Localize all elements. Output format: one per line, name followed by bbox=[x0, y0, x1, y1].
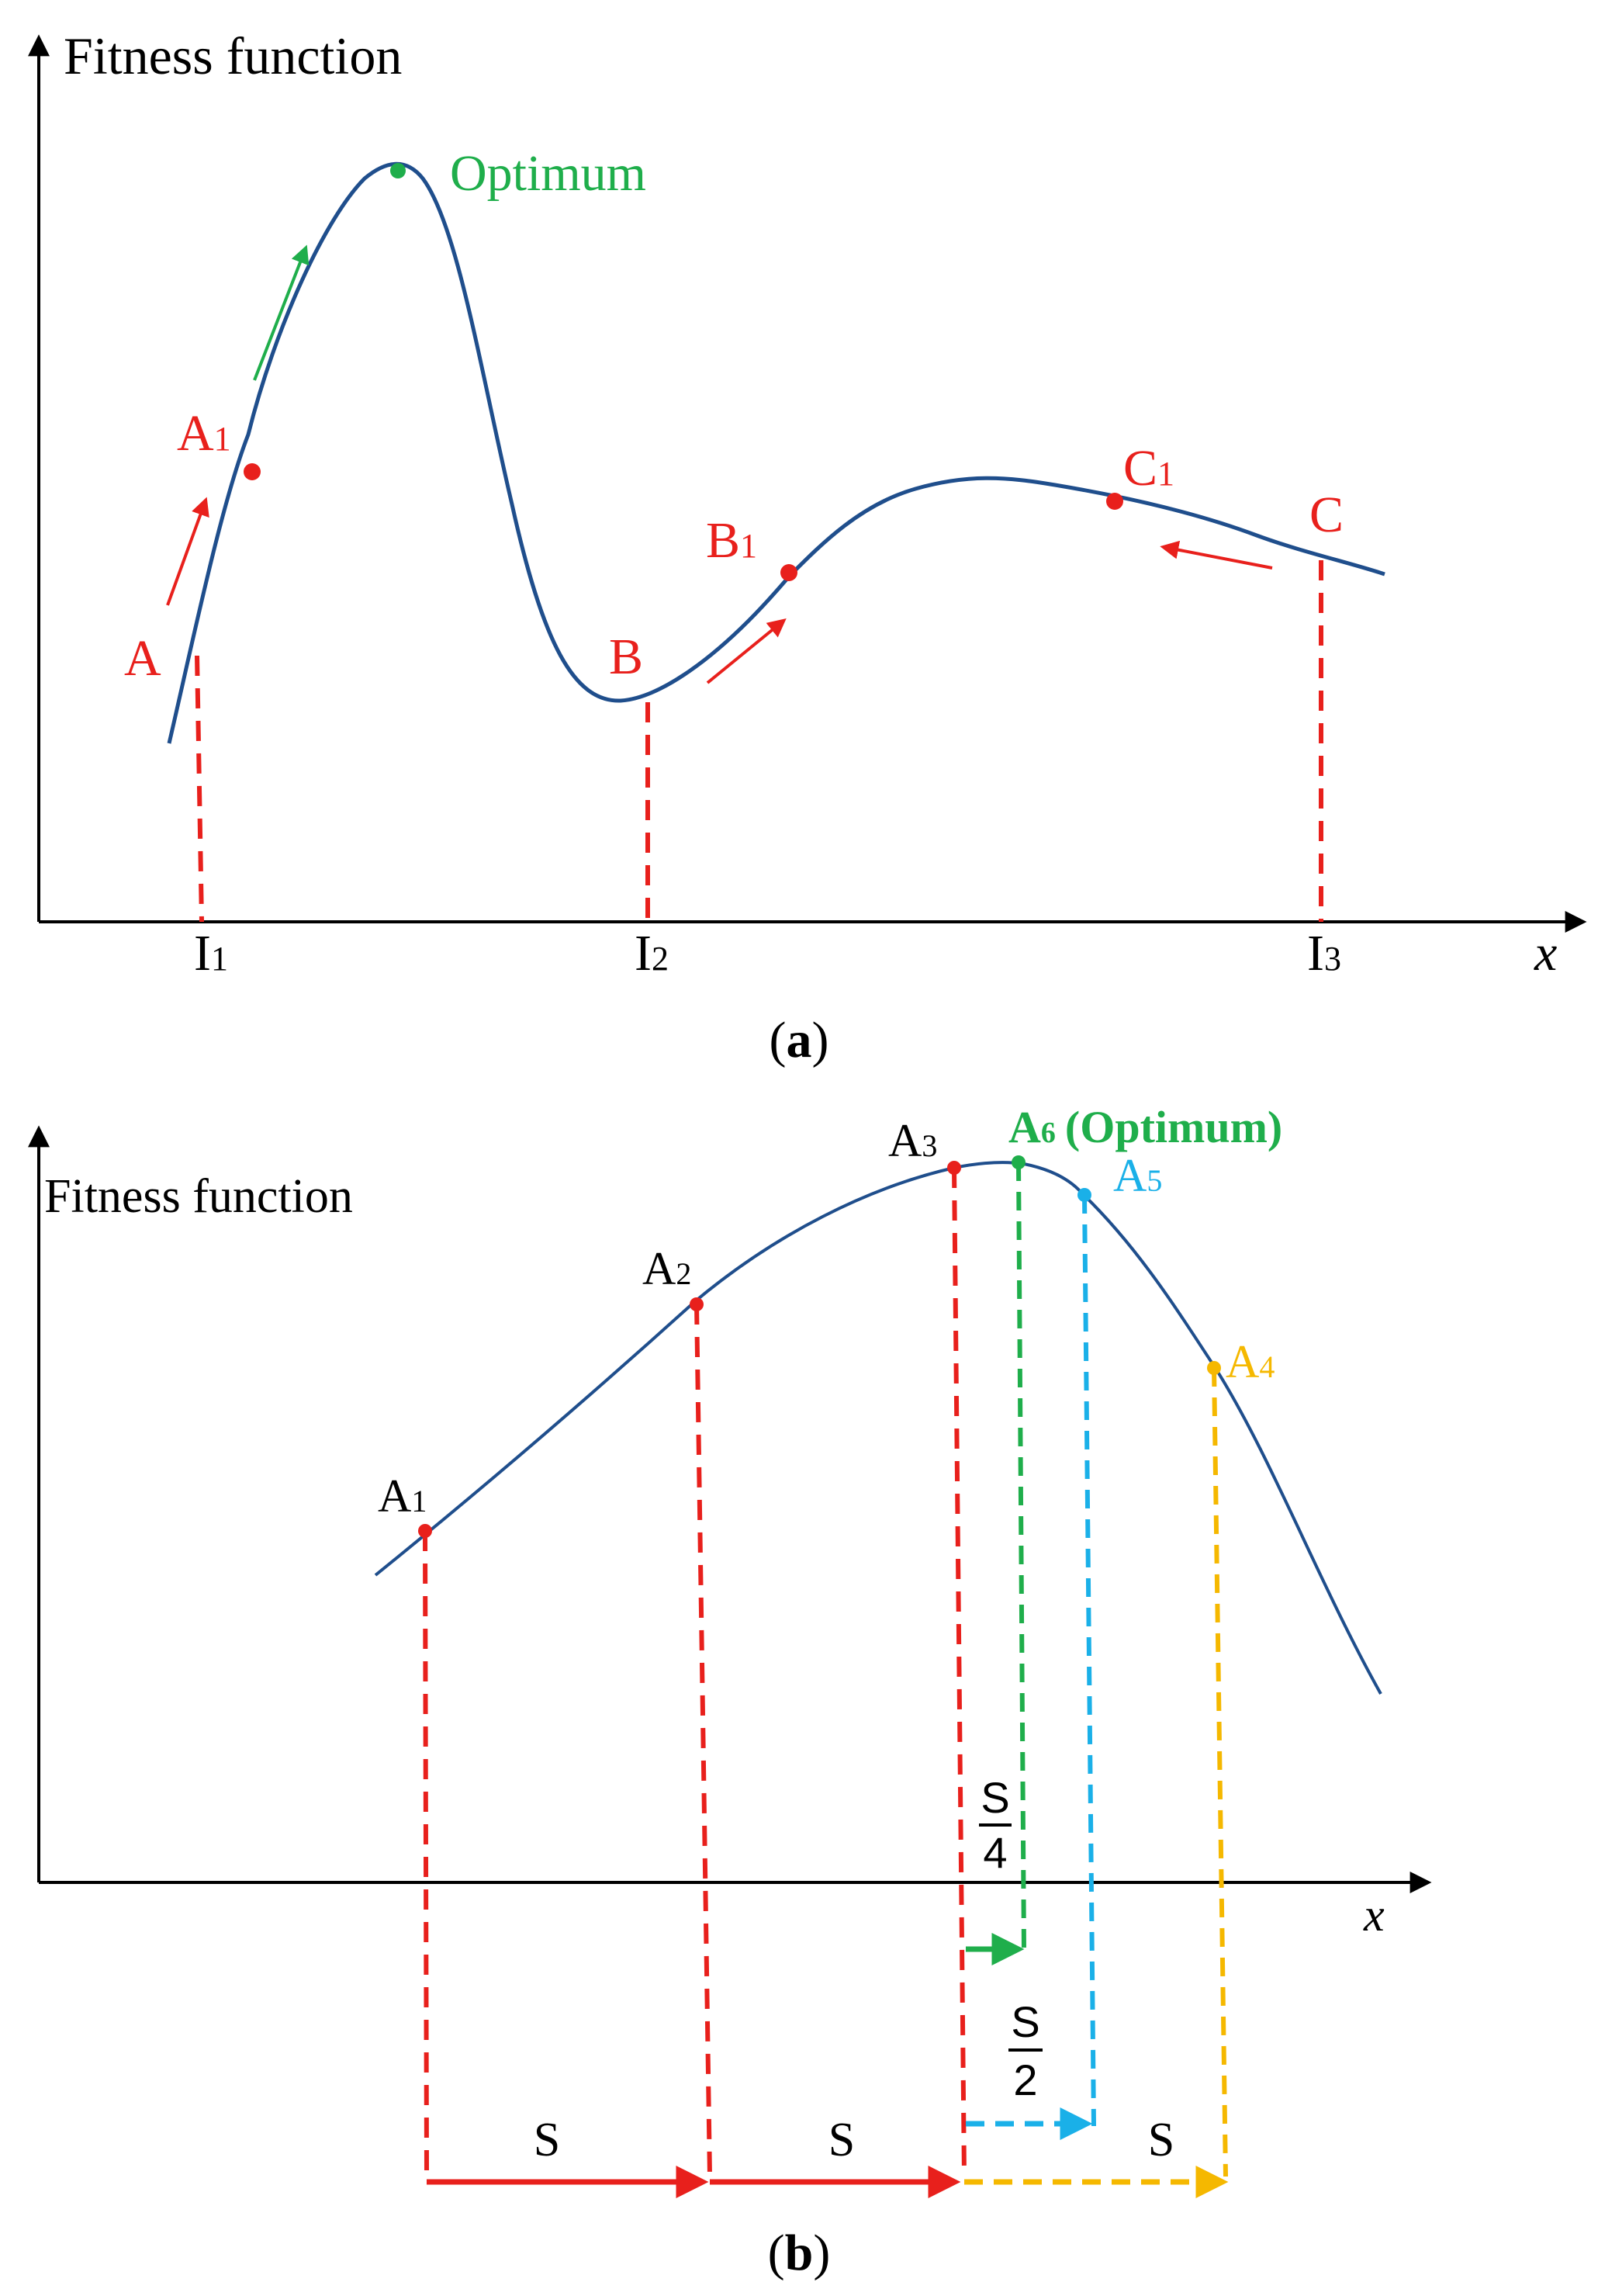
panel-b-fraction-s-half: S 2 bbox=[1008, 1997, 1043, 2104]
panel-b-y-axis-label: Fitness function bbox=[44, 1170, 353, 1223]
panel-a-label-A1: A1 bbox=[177, 405, 231, 462]
panel-b-caption: (b) bbox=[768, 2225, 831, 2281]
panel-a-label-B1: B1 bbox=[706, 512, 757, 569]
panel-a-tick-I1: I1 bbox=[194, 925, 228, 982]
panel-b-label-A2: A2 bbox=[642, 1243, 691, 1294]
panel-b-label-A6: A6 (Optimum) bbox=[1008, 1102, 1282, 1152]
panel-b-step-label-s3: S bbox=[1148, 2114, 1174, 2166]
panel-a: Fitness function x Optimum A A1 B B1 C C… bbox=[28, 26, 1587, 1068]
panel-b-fraction-s-quarter: S 4 bbox=[979, 1773, 1012, 1877]
panel-a-label-C1: C1 bbox=[1123, 440, 1174, 497]
fraction-numerator: S bbox=[981, 1773, 1009, 1822]
panel-a-dash-I1 bbox=[195, 655, 204, 923]
panel-b-dash-A6 bbox=[1016, 1162, 1026, 1952]
panel-a-point-B1 bbox=[780, 564, 797, 581]
panel-a-caption: (a) bbox=[770, 1012, 829, 1068]
panel-b-label-A3: A3 bbox=[888, 1115, 937, 1166]
panel-b-fitness-curve bbox=[374, 1161, 1382, 1695]
panel-b-dash-A2 bbox=[694, 1304, 712, 2177]
panel-b-step-label-s1: S bbox=[534, 2114, 560, 2166]
panel-a-label-A: A bbox=[124, 630, 161, 687]
panel-b-dash-A3 bbox=[952, 1167, 967, 2177]
panel-b-point-A6 bbox=[1012, 1155, 1026, 1169]
panel-b-dash-A4 bbox=[1212, 1367, 1228, 2177]
panel-a-arrow-green bbox=[253, 244, 310, 381]
panel-b-point-A3 bbox=[947, 1161, 961, 1175]
panel-b-step-label-s2: S bbox=[828, 2114, 855, 2166]
panel-a-arrow-B bbox=[706, 618, 787, 684]
fraction-numerator: S bbox=[1011, 1997, 1039, 2046]
panel-b-point-A5 bbox=[1077, 1188, 1091, 1202]
panel-b-dash-A1 bbox=[423, 1530, 429, 2177]
panel-a-point-C1 bbox=[1106, 493, 1123, 510]
panel-b-label-A5: A5 bbox=[1113, 1150, 1162, 1201]
panel-b-point-A2 bbox=[690, 1297, 704, 1311]
panel-a-point-A1 bbox=[244, 463, 261, 480]
panel-b-point-A1 bbox=[418, 1524, 432, 1538]
panel-b-label-A4: A4 bbox=[1226, 1336, 1275, 1387]
fraction-denominator: 2 bbox=[1013, 2055, 1037, 2104]
fraction-denominator: 4 bbox=[983, 1828, 1007, 1877]
panel-a-y-axis-label: Fitness function bbox=[64, 26, 402, 85]
panel-b-dash-A5 bbox=[1082, 1194, 1096, 2127]
panel-a-label-C: C bbox=[1309, 487, 1344, 543]
panel-a-label-B: B bbox=[609, 629, 643, 685]
panel-a-point-optimum bbox=[390, 163, 406, 178]
panel-a-tick-I3: I3 bbox=[1307, 925, 1341, 982]
panel-b-label-A1: A1 bbox=[378, 1470, 427, 1522]
panel-b: Fitness function x A1 A2 A3 A6 (Optimum) … bbox=[28, 1102, 1432, 2281]
panel-a-x-axis-label: x bbox=[1534, 925, 1557, 982]
panel-a-tick-I2: I2 bbox=[635, 925, 669, 982]
panel-b-x-axis-label: x bbox=[1363, 1889, 1385, 1941]
panel-a-label-optimum: Optimum bbox=[450, 145, 646, 202]
panel-b-point-A4 bbox=[1207, 1361, 1221, 1375]
panel-a-fitness-curve bbox=[167, 161, 1385, 744]
panel-a-arrow-C bbox=[1160, 540, 1273, 570]
panel-a-arrow-A bbox=[166, 497, 209, 606]
